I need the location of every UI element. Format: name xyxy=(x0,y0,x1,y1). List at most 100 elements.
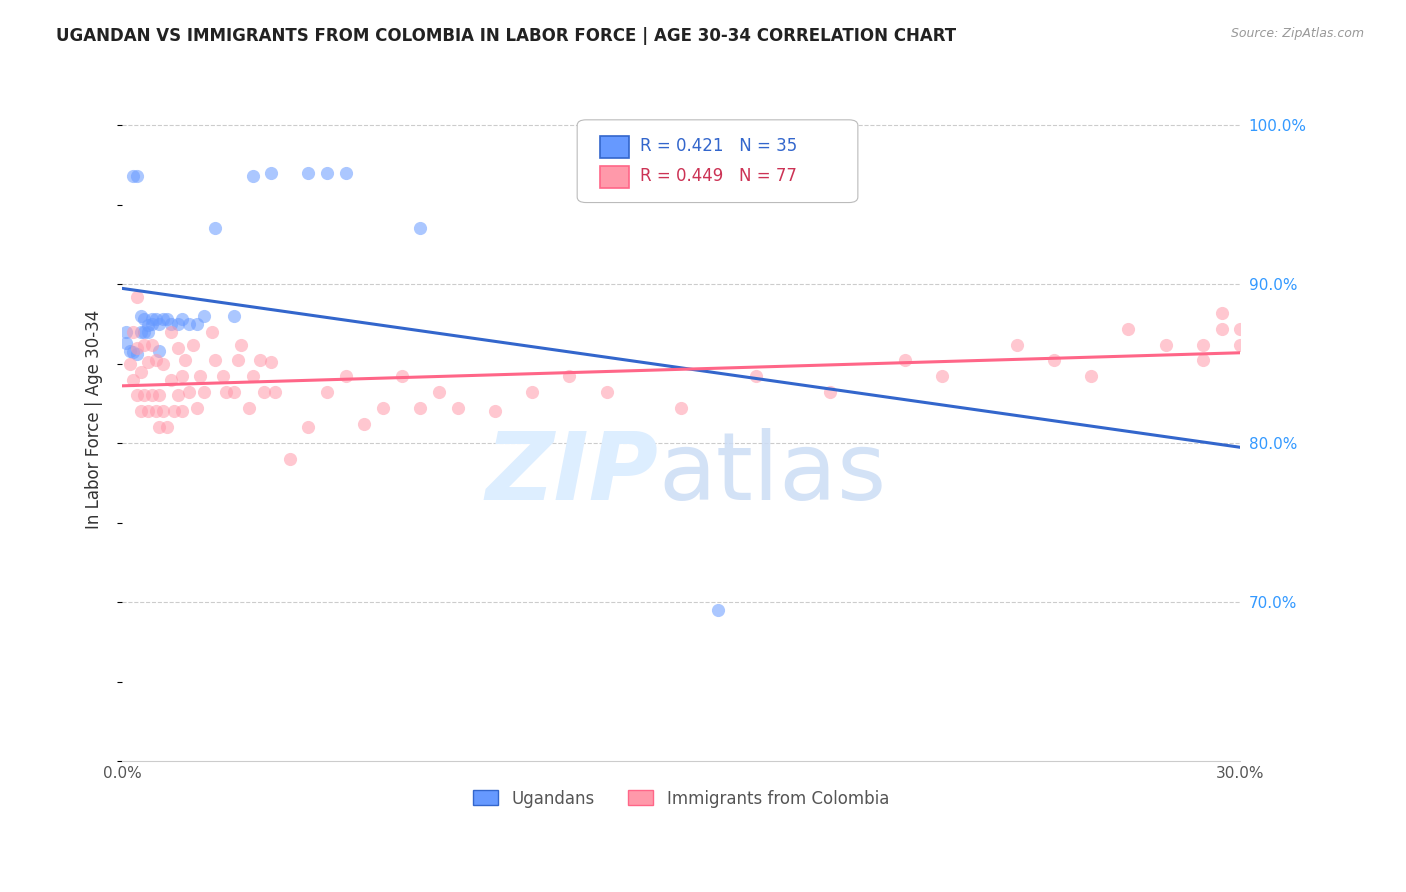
Point xyxy=(125,388,148,402)
Point xyxy=(1229,337,1251,351)
Point xyxy=(669,401,692,416)
Point xyxy=(242,369,264,384)
Point xyxy=(134,388,156,402)
Point xyxy=(129,309,152,323)
Point xyxy=(118,343,141,358)
Point xyxy=(204,353,226,368)
Point xyxy=(188,369,211,384)
Point xyxy=(238,401,260,416)
Point xyxy=(125,341,148,355)
Point xyxy=(134,325,156,339)
Point xyxy=(122,345,145,359)
Point xyxy=(148,420,170,434)
Point xyxy=(707,603,730,617)
Point xyxy=(186,401,208,416)
Point xyxy=(253,385,276,400)
Point xyxy=(193,309,215,323)
Point xyxy=(118,357,141,371)
Point xyxy=(745,369,768,384)
Point xyxy=(231,337,253,351)
Point xyxy=(136,318,159,333)
Point xyxy=(484,404,506,418)
Point xyxy=(222,309,245,323)
Point xyxy=(1211,321,1233,335)
Point xyxy=(1118,321,1140,335)
Point xyxy=(129,325,152,339)
Point xyxy=(156,420,179,434)
Point xyxy=(134,337,156,351)
Point xyxy=(242,169,264,183)
Text: atlas: atlas xyxy=(659,428,887,520)
Point xyxy=(170,369,193,384)
Point xyxy=(446,401,468,416)
Point xyxy=(226,353,249,368)
Point xyxy=(174,353,197,368)
Point xyxy=(136,404,159,418)
Legend: Ugandans, Immigrants from Colombia: Ugandans, Immigrants from Colombia xyxy=(467,783,896,814)
Point xyxy=(1192,353,1215,368)
Point xyxy=(409,221,432,235)
Point xyxy=(211,369,233,384)
Point xyxy=(141,388,163,402)
Text: UGANDAN VS IMMIGRANTS FROM COLOMBIA IN LABOR FORCE | AGE 30-34 CORRELATION CHART: UGANDAN VS IMMIGRANTS FROM COLOMBIA IN L… xyxy=(56,27,956,45)
Point xyxy=(129,404,152,418)
Point xyxy=(152,404,174,418)
Point xyxy=(141,317,163,331)
Point xyxy=(159,325,181,339)
Point xyxy=(163,404,186,418)
Point xyxy=(1080,369,1102,384)
Point xyxy=(1043,353,1066,368)
Point xyxy=(167,388,190,402)
Point xyxy=(1192,337,1215,351)
Point xyxy=(114,335,136,350)
Text: R = 0.449   N = 77: R = 0.449 N = 77 xyxy=(640,167,797,185)
Point xyxy=(427,385,450,400)
Point xyxy=(181,337,204,351)
Point xyxy=(125,169,148,183)
Point xyxy=(391,369,413,384)
Point xyxy=(122,169,145,183)
Point xyxy=(222,385,245,400)
Point xyxy=(136,355,159,369)
Point xyxy=(122,325,145,339)
Point xyxy=(170,404,193,418)
Point xyxy=(152,357,174,371)
Point xyxy=(152,312,174,326)
Point xyxy=(136,325,159,339)
Point xyxy=(129,365,152,379)
Point xyxy=(179,385,201,400)
Point xyxy=(335,166,357,180)
Point xyxy=(595,385,617,400)
Point xyxy=(316,166,339,180)
Point xyxy=(148,317,170,331)
Point xyxy=(193,385,215,400)
Point xyxy=(167,341,190,355)
Point xyxy=(297,166,319,180)
Point xyxy=(159,372,181,386)
Point xyxy=(200,325,222,339)
Point xyxy=(148,343,170,358)
Point xyxy=(1154,337,1177,351)
Point xyxy=(371,401,394,416)
Point xyxy=(204,221,226,235)
Point xyxy=(141,312,163,326)
Point xyxy=(114,325,136,339)
Y-axis label: In Labor Force | Age 30-34: In Labor Force | Age 30-34 xyxy=(86,310,103,529)
Point xyxy=(520,385,543,400)
Point xyxy=(170,312,193,326)
Bar xyxy=(599,136,628,158)
Point xyxy=(148,388,170,402)
Point xyxy=(278,452,301,467)
Point xyxy=(145,353,167,368)
Point xyxy=(894,353,917,368)
Point xyxy=(1229,321,1251,335)
Point xyxy=(1005,337,1028,351)
Point xyxy=(260,355,283,369)
Point xyxy=(215,385,238,400)
FancyBboxPatch shape xyxy=(578,120,858,202)
Point xyxy=(820,385,842,400)
Point xyxy=(134,312,156,326)
Point xyxy=(125,290,148,304)
Point xyxy=(249,353,271,368)
Point xyxy=(335,369,357,384)
